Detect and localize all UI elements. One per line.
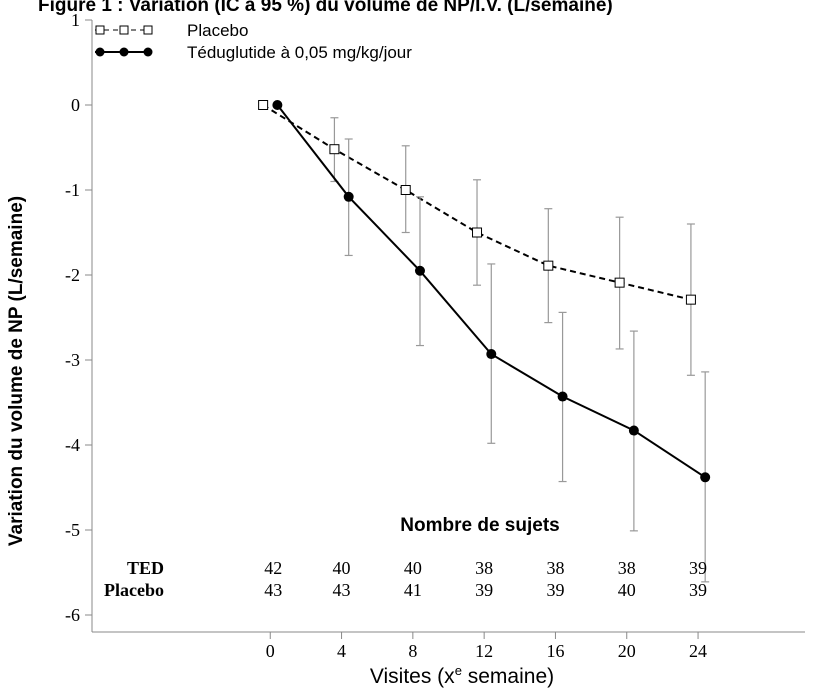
- subjects-count: 43: [333, 580, 351, 600]
- subjects-count: 40: [333, 558, 351, 578]
- subjects-count: 39: [689, 558, 707, 578]
- data-point: [272, 100, 283, 110]
- data-point: [400, 185, 411, 195]
- axes: [85, 19, 805, 639]
- subjects-count: 40: [404, 558, 422, 578]
- subjects-count: 41: [404, 580, 422, 600]
- legend-label: Téduglutide à 0,05 mg/kg/jour: [187, 43, 412, 62]
- subjects-count: 38: [618, 558, 636, 578]
- x-tick-label: 16: [546, 641, 564, 661]
- data-point: [614, 277, 625, 288]
- data-point: [557, 391, 568, 402]
- y-tick-label: -6: [65, 605, 80, 625]
- subjects-row-label: TED: [127, 558, 164, 578]
- data-point: [414, 265, 425, 276]
- chart-title: Figure 1 : Variation (IC à 95 %) du volu…: [38, 0, 613, 16]
- subjects-count: 40: [618, 580, 636, 600]
- data-point: [543, 260, 554, 271]
- series-teduglutide-a-0-05-mg-kg-jour: [272, 100, 711, 583]
- series-placebo: [258, 100, 696, 376]
- subjects-count: 39: [546, 580, 564, 600]
- legend-marker: [95, 25, 105, 35]
- subjects-count: 43: [264, 580, 282, 600]
- y-tick-label: -2: [65, 265, 80, 285]
- x-tick-label: 24: [689, 641, 707, 661]
- data-point: [329, 144, 340, 155]
- legend-label: Placebo: [187, 21, 248, 40]
- data-point: [343, 191, 354, 202]
- data-point: [685, 294, 696, 305]
- data-point: [258, 100, 269, 110]
- subjects-row-label: Placebo: [104, 580, 164, 600]
- y-tick-label: 1: [71, 10, 80, 30]
- data-point: [486, 349, 497, 360]
- y-tick-label: -3: [65, 350, 80, 370]
- x-tick-label: 0: [266, 641, 275, 661]
- legend-marker: [143, 47, 153, 57]
- y-tick-label: -5: [65, 520, 80, 540]
- x-tick-label: 4: [337, 641, 346, 661]
- x-tick-labels: 0 4 8 12 16 20 24: [266, 641, 707, 661]
- y-tick-labels: 1 0 -1 -2 -3 -4 -5 -6: [65, 10, 80, 625]
- x-axis-label: Visites (xe semaine): [370, 663, 554, 688]
- subjects-count: 38: [546, 558, 564, 578]
- legend-marker: [95, 47, 105, 57]
- legend: Placebo Téduglutide à 0,05 mg/kg/jour: [95, 21, 412, 62]
- y-tick-label: -1: [65, 180, 80, 200]
- legend-marker: [119, 25, 129, 35]
- data-point: [628, 425, 639, 436]
- subjects-count: 38: [475, 558, 493, 578]
- subjects-count: 39: [475, 580, 493, 600]
- plot-series: [258, 100, 711, 583]
- x-tick-label: 12: [475, 641, 493, 661]
- y-tick-label: -4: [65, 435, 80, 455]
- data-point: [700, 472, 711, 483]
- legend-marker: [119, 47, 129, 57]
- x-tick-label: 20: [618, 641, 636, 661]
- subjects-count: 39: [689, 580, 707, 600]
- legend-marker: [143, 25, 153, 35]
- x-tick-label: 8: [408, 641, 417, 661]
- y-tick-label: 0: [71, 95, 80, 115]
- data-point: [472, 227, 483, 238]
- subjects-count: 42: [264, 558, 282, 578]
- subjects-table-heading: Nombre de sujets: [400, 515, 559, 536]
- y-axis-label: Variation du volume de NP (L/semaine): [6, 196, 27, 546]
